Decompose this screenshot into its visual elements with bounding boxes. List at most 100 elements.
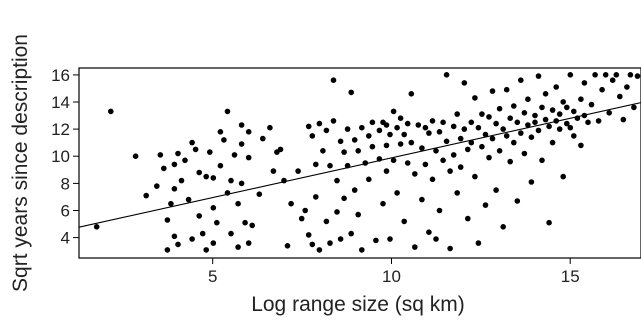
data-point — [224, 108, 231, 115]
data-point — [390, 108, 397, 115]
data-point — [369, 119, 376, 126]
data-point — [521, 110, 528, 116]
data-point — [203, 173, 209, 180]
data-point — [542, 116, 549, 123]
data-point — [256, 191, 263, 197]
data-point — [599, 86, 605, 93]
data-point — [440, 157, 446, 164]
data-point — [238, 141, 245, 147]
data-point — [348, 230, 355, 237]
data-point — [461, 80, 468, 86]
data-point — [383, 142, 390, 149]
data-point — [217, 129, 224, 135]
y-axis: 4 6 8 10 12 14 16 — [51, 66, 79, 248]
data-point — [592, 72, 598, 78]
y-tick-label: 14 — [51, 93, 70, 112]
data-point — [231, 152, 238, 158]
data-point — [426, 229, 432, 235]
data-point — [472, 95, 478, 101]
trend-line — [78, 102, 641, 228]
data-point — [330, 118, 337, 124]
data-point — [514, 198, 521, 204]
data-point — [305, 123, 312, 130]
data-point — [217, 162, 224, 169]
data-point — [514, 119, 521, 126]
data-point — [429, 118, 436, 124]
data-point — [404, 160, 411, 166]
data-point — [359, 124, 365, 131]
data-point — [143, 192, 149, 199]
data-points — [93, 72, 641, 253]
data-point — [585, 119, 591, 126]
y-tick-label: 6 — [61, 202, 70, 221]
data-point — [454, 111, 461, 117]
data-point — [489, 135, 496, 142]
data-point — [493, 120, 499, 127]
data-point — [397, 115, 404, 121]
data-point — [369, 143, 376, 150]
data-point — [578, 96, 584, 102]
data-point — [235, 200, 241, 207]
y-tick-label: 10 — [51, 147, 70, 166]
data-point — [606, 110, 612, 116]
data-point — [486, 114, 492, 120]
data-point — [242, 219, 248, 226]
data-point — [221, 137, 227, 143]
data-point — [419, 145, 425, 151]
x-tick-15: 15 — [561, 258, 580, 286]
y-tick-12: 12 — [51, 120, 79, 139]
y-tick-label: 12 — [51, 120, 70, 139]
data-point — [313, 194, 319, 200]
data-point — [210, 205, 217, 211]
data-point — [422, 124, 429, 131]
data-point — [457, 135, 464, 142]
data-point — [295, 168, 301, 174]
data-point — [189, 139, 195, 146]
data-point — [450, 123, 457, 130]
data-point — [556, 111, 563, 117]
data-point — [245, 240, 252, 246]
data-point — [235, 244, 241, 250]
data-point — [313, 161, 319, 168]
data-point — [168, 200, 174, 207]
data-point — [553, 84, 559, 90]
data-point — [178, 177, 185, 184]
data-point — [245, 154, 252, 161]
data-point — [500, 126, 507, 132]
x-tick-5: 5 — [208, 258, 217, 286]
data-point — [475, 124, 482, 131]
data-point — [404, 120, 411, 127]
data-point — [489, 88, 496, 94]
y-tick-6: 6 — [61, 202, 79, 221]
data-point — [457, 164, 464, 170]
data-point — [415, 122, 422, 128]
data-point — [323, 127, 330, 134]
data-point — [429, 176, 436, 183]
data-point — [298, 215, 305, 222]
data-point — [408, 139, 415, 146]
data-point — [348, 89, 355, 96]
data-point — [288, 200, 294, 207]
data-point — [192, 146, 199, 153]
data-point — [564, 104, 570, 111]
data-point — [503, 133, 510, 139]
data-point — [355, 211, 362, 218]
data-point — [447, 245, 453, 252]
data-point — [394, 190, 400, 196]
data-point — [323, 218, 330, 225]
data-point — [284, 243, 291, 249]
y-tick-4: 4 — [61, 229, 79, 248]
data-point — [267, 124, 273, 131]
data-point — [571, 108, 577, 115]
data-point — [539, 157, 545, 164]
data-point — [465, 215, 471, 222]
data-point — [549, 107, 556, 113]
data-point — [602, 72, 609, 78]
y-tick-label: 8 — [61, 174, 70, 193]
data-point — [355, 148, 362, 154]
data-point — [189, 236, 195, 242]
data-point — [528, 134, 535, 140]
data-point — [560, 99, 566, 105]
data-point — [305, 232, 312, 238]
